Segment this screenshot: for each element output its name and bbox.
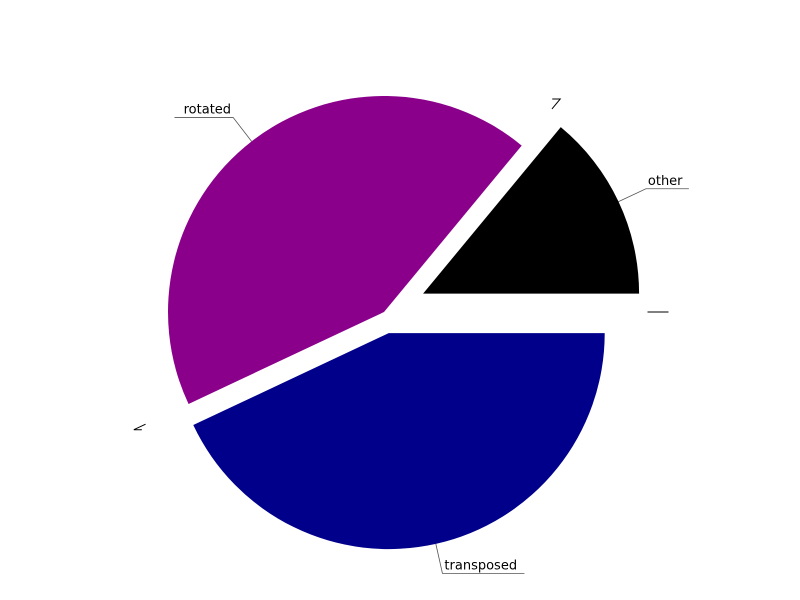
pie-slice-rotated [167,95,522,404]
slice-label-other: other [648,174,683,189]
separator-tick-1 [551,98,562,110]
pie-slice-other [423,127,640,294]
slice-label-rotated: rotated [184,102,231,117]
separator-ticks [133,98,669,431]
leader-line-other [618,188,689,202]
leader-line-rotated [174,117,252,142]
pie-slice-transposed [193,333,605,550]
slice-label-transposed: transposed [444,558,517,573]
separator-tick-2 [133,423,146,431]
leader-line-transposed [435,543,525,574]
pie-slices [167,95,640,550]
pie-labels: other rotated transposed [174,102,689,574]
